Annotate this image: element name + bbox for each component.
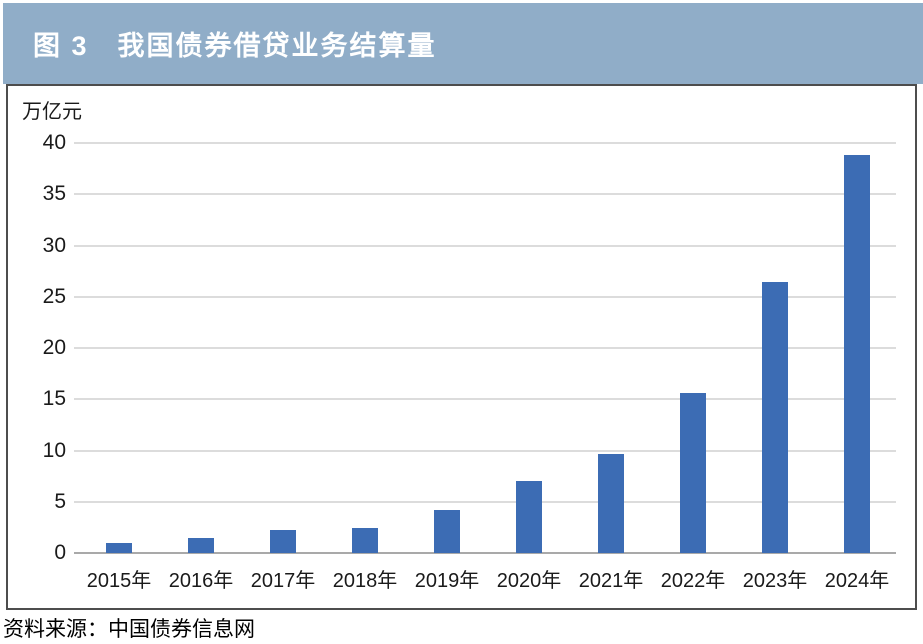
y-tick-label-25: 25 xyxy=(42,285,66,308)
bar-2020年 xyxy=(516,481,542,553)
x-tick-label-2016年: 2016年 xyxy=(168,570,234,592)
y-axis-unit-label: 万亿元 xyxy=(22,101,82,123)
gridline-15 xyxy=(74,398,896,400)
x-tick-label-2015年: 2015年 xyxy=(86,570,152,592)
y-tick-label-40: 40 xyxy=(42,131,66,154)
gridline-40 xyxy=(74,142,896,144)
bar-2015年 xyxy=(106,543,132,553)
x-axis-line xyxy=(74,552,896,554)
bar-2017年 xyxy=(270,530,296,553)
bar-2022年 xyxy=(680,393,706,553)
gridline-10 xyxy=(74,450,896,452)
bar-2024年 xyxy=(844,155,870,553)
y-tick-label-30: 30 xyxy=(42,234,66,257)
bar-2023年 xyxy=(762,282,788,553)
y-tick-label-0: 0 xyxy=(54,541,66,564)
bar-2019年 xyxy=(434,510,460,553)
chart-panel: 万亿元 0 5 10 15 20 25 30 35 40 2015年 2016年 2017年 2018年… xyxy=(6,84,917,610)
y-tick-label-5: 5 xyxy=(54,490,66,513)
gridline-5 xyxy=(74,501,896,503)
x-tick-label-2023年: 2023年 xyxy=(742,570,808,592)
source-note: 资料来源：中国债券信息网 xyxy=(3,618,255,641)
x-tick-label-2021年: 2021年 xyxy=(578,570,644,592)
y-tick-label-15: 15 xyxy=(42,387,66,410)
x-tick-label-2017年: 2017年 xyxy=(250,570,316,592)
gridline-25 xyxy=(74,296,896,298)
figure-title-bar: 图 3 我国债券借贷业务结算量 xyxy=(3,3,923,84)
y-tick-label-35: 35 xyxy=(42,182,66,205)
x-tick-label-2024年: 2024年 xyxy=(824,570,890,592)
bar-2018年 xyxy=(352,528,378,553)
gridline-35 xyxy=(74,193,896,195)
gridline-20 xyxy=(74,347,896,349)
bar-2016年 xyxy=(188,538,214,553)
bar-chart-plot-area: 0 5 10 15 20 25 30 35 40 2015年 2016年 2017年 2018年 2019… xyxy=(8,86,915,608)
y-tick-label-20: 20 xyxy=(42,336,66,359)
bar-2021年 xyxy=(598,454,624,553)
gridline-30 xyxy=(74,245,896,247)
y-tick-label-10: 10 xyxy=(42,439,66,462)
x-tick-label-2022年: 2022年 xyxy=(660,570,726,592)
x-tick-label-2018年: 2018年 xyxy=(332,570,398,592)
figure-title: 图 3 我国债券借贷业务结算量 xyxy=(33,31,437,61)
x-tick-label-2020年: 2020年 xyxy=(496,570,562,592)
x-tick-label-2019年: 2019年 xyxy=(414,570,480,592)
